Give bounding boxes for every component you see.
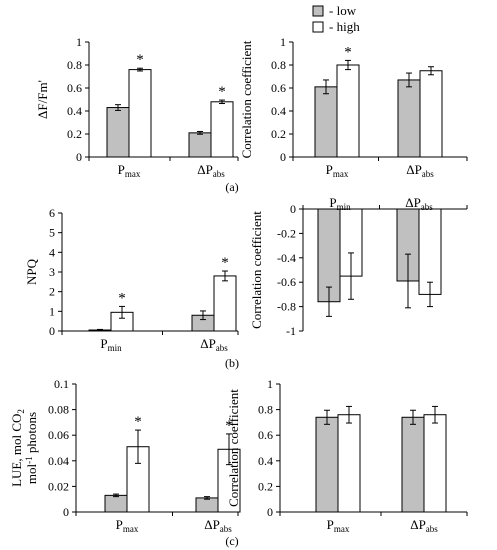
bar-high — [210, 101, 234, 158]
y-tick-label: 1 — [76, 35, 82, 49]
category-label: Pmin — [100, 336, 122, 353]
y-tick-label: 0.02 — [48, 479, 69, 493]
legend-swatch-high — [312, 21, 324, 33]
y-tick-label: 0.8 — [67, 58, 82, 72]
category-label: ΔPabs — [200, 336, 228, 353]
y-tick-label: 0.2 — [258, 479, 273, 493]
chart-b-left: 0 1 2 3 4 5 6 * Pmin * ΔPabs NPQ — [24, 206, 239, 353]
significance-star: * — [136, 52, 144, 68]
y-tick-label: -1 — [286, 324, 296, 338]
y-tick-label: 1 — [280, 35, 286, 49]
y-tick-label: 0.04 — [48, 454, 69, 468]
bar-low — [104, 494, 128, 513]
significance-star: * — [218, 84, 226, 100]
y-tick-label: 0.1 — [54, 377, 69, 391]
category-label: Pmax — [327, 517, 350, 534]
y-axis-label: Correlation coefficient — [239, 40, 254, 158]
y-tick-label: 0.6 — [258, 428, 273, 442]
y-tick-label: 0.6 — [271, 81, 286, 95]
bar-low — [397, 79, 421, 158]
y-tick-label: 1 — [49, 304, 55, 318]
category-label: ΔPabs — [197, 162, 225, 179]
category-label: Pmax — [118, 162, 141, 179]
y-tick-label: 0.08 — [48, 403, 69, 417]
y-tick-label: 0.6 — [67, 81, 82, 95]
y-tick-label: -0.2 — [277, 226, 296, 240]
bar-low — [195, 497, 219, 513]
y-tick-label: 0 — [63, 505, 69, 519]
y-tick-label: 0 — [49, 324, 55, 338]
category-label: ΔPabs — [405, 195, 433, 212]
y-axis-label: NPQ — [24, 258, 39, 285]
y-tick-label: 1 — [267, 377, 273, 391]
panel-label-c: (c) — [225, 534, 238, 548]
category-label: ΔPabs — [406, 162, 434, 179]
chart-b-right: -1 -0.8 -0.6 -0.4 -0.2 0 Pmin ΔPabs Correlation … — [249, 195, 468, 338]
y-tick-label: 0 — [290, 202, 296, 216]
category-label: ΔPabs — [410, 517, 438, 534]
y-tick-label: 0 — [280, 150, 286, 164]
chart-a-right: 0 0.2 0.4 0.6 0.8 1 * Pmax ΔPabs Correlation coef… — [239, 35, 468, 179]
y-tick-label: 5 — [49, 226, 55, 240]
significance-star: * — [221, 255, 229, 271]
category-label: ΔPabs — [204, 517, 232, 534]
legend: - low - high — [312, 3, 360, 34]
y-axis-label: Correlation coefficient — [249, 211, 264, 329]
bar-low — [188, 132, 212, 158]
y-tick-label: 4 — [49, 245, 55, 259]
y-tick-label: 0.4 — [258, 454, 273, 468]
legend-swatch-low — [312, 5, 324, 17]
category-label: Pmin — [329, 195, 351, 212]
y-tick-label: -0.8 — [277, 300, 296, 314]
bar-high — [423, 414, 447, 513]
bar-high — [337, 414, 361, 513]
chart-c-left: 0 0.02 0.04 0.06 0.08 0.1 * Pmax * ΔPabs LUE, mol … — [9, 377, 241, 534]
significance-star: * — [344, 44, 352, 60]
category-label: Pmax — [116, 517, 139, 534]
significance-star: * — [134, 414, 142, 430]
y-tick-label: 0.2 — [271, 127, 286, 141]
y-axis-label: Correlation coefficient — [226, 389, 241, 507]
y-tick-label: -0.6 — [277, 275, 296, 289]
significance-star: * — [118, 290, 126, 306]
y-tick-label: 0.8 — [258, 403, 273, 417]
chart-c-right: 0 0.2 0.4 0.6 0.8 1 Pmax ΔPabs Correlation coeff… — [226, 377, 468, 534]
y-tick-label: 0.2 — [67, 127, 82, 141]
bar-low — [106, 107, 130, 158]
bar-low — [314, 86, 338, 158]
y-tick-label: 6 — [49, 206, 55, 220]
y-tick-label: 0.4 — [67, 104, 82, 118]
legend-label-high: - high — [329, 19, 360, 34]
category-label: Pmax — [326, 162, 349, 179]
bar-low — [401, 416, 425, 513]
y-tick-label: 3 — [49, 265, 55, 279]
bar-high — [213, 275, 237, 332]
y-tick-label: -0.4 — [277, 251, 296, 265]
y-axis-label: ΔF/Fm' — [35, 80, 50, 119]
y-tick-label: 0 — [76, 150, 82, 164]
panel-label-a: (a) — [225, 180, 238, 194]
y-tick-label: 0 — [267, 505, 273, 519]
bar-low — [315, 416, 339, 513]
bar-high — [419, 70, 443, 158]
bar-high — [336, 64, 360, 158]
significance-star: * — [225, 418, 233, 434]
panel-label-b: (b) — [225, 356, 239, 370]
y-tick-label: 0.8 — [271, 58, 286, 72]
chart-a-left: 0 0.2 0.4 0.6 0.8 1 * Pmax * ΔPabs ΔF/Fm' — [35, 35, 239, 179]
y-tick-label: 2 — [49, 285, 55, 299]
legend-label-low: - low — [329, 3, 357, 18]
y-axis-label: mol-1 photons — [24, 412, 39, 484]
y-axis-label: LUE, mol CO2 — [9, 409, 26, 487]
y-tick-label: 0.06 — [48, 428, 69, 442]
bar-high — [418, 208, 442, 295]
bar-high — [128, 69, 152, 158]
y-tick-label: 0.4 — [271, 104, 286, 118]
